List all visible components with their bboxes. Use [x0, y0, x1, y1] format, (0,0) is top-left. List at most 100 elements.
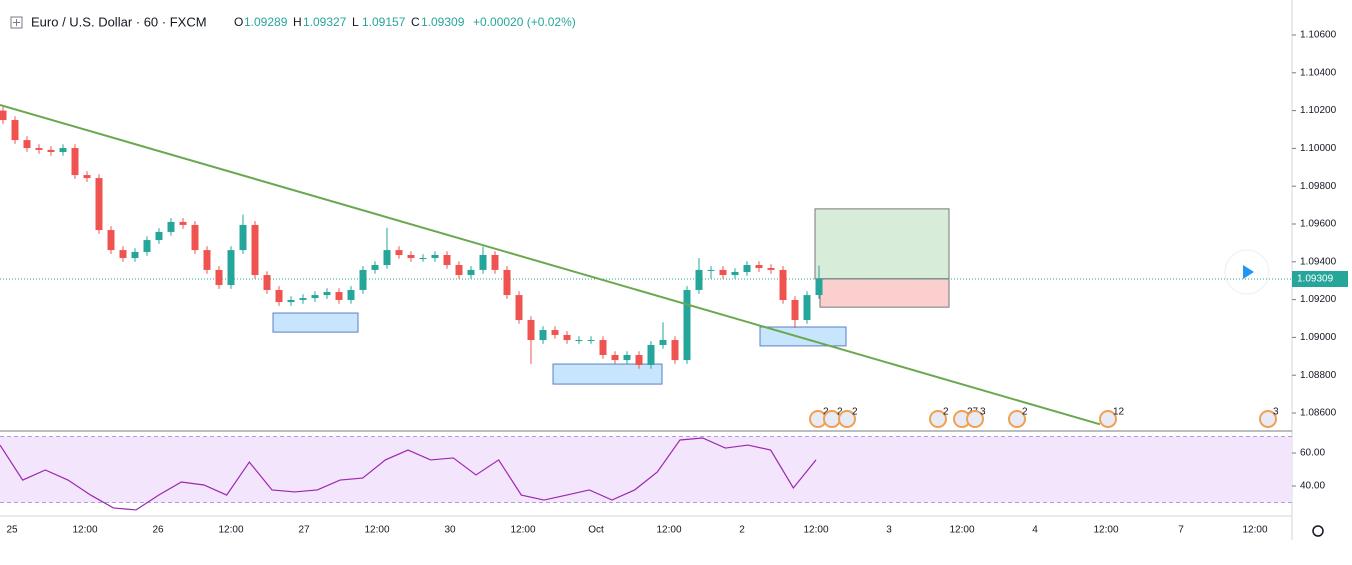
candle-body [515, 295, 523, 321]
time-label: 3 [886, 525, 892, 536]
time-label: 12:00 [1093, 525, 1118, 536]
candle-body [23, 140, 31, 149]
time-label: 12:00 [656, 525, 681, 536]
candle-body [659, 340, 667, 345]
candle-body [179, 221, 187, 225]
change: +0.00020 (+0.02%) [473, 15, 576, 29]
candle-body [719, 269, 727, 276]
time-label: 2 [739, 525, 745, 536]
candle-body [119, 250, 127, 259]
candle-body [671, 340, 679, 361]
candle-body [95, 178, 103, 231]
event-icon [1259, 410, 1277, 428]
time-label: 12:00 [72, 525, 97, 536]
time-label: 12:00 [803, 525, 828, 536]
candle-body [431, 254, 439, 259]
candle-body [455, 265, 463, 276]
candle-body [527, 320, 535, 341]
current-price-label: 1.09309 [1297, 274, 1334, 285]
price-tick-label: 1.09600 [1300, 219, 1337, 230]
time-label: 12:00 [949, 525, 974, 536]
rsi-line [0, 437, 817, 511]
candle-body [383, 250, 391, 266]
candle-body [287, 299, 295, 303]
candle-body [743, 265, 751, 273]
time-label: 12:00 [218, 525, 243, 536]
candle-body [611, 354, 619, 361]
time-label: Oct [588, 525, 604, 536]
candle-body [0, 110, 7, 121]
candle-body [479, 254, 487, 270]
candle-body [251, 224, 259, 276]
candle-body [707, 269, 715, 271]
candle-body [371, 265, 379, 270]
price-tick-label: 1.09200 [1300, 294, 1337, 305]
event-count: 3 [980, 407, 986, 418]
ohlc-label: H [293, 15, 302, 29]
event-icon [1008, 410, 1026, 428]
candle-body [203, 250, 211, 270]
candle-body [779, 269, 787, 300]
event-count: 2 [1022, 407, 1028, 418]
ohlc-label: C [411, 15, 420, 29]
time-label: 12:00 [1242, 525, 1267, 536]
candle-body [263, 275, 271, 290]
candle-body [323, 292, 331, 296]
price-tick-label: 1.08600 [1300, 408, 1337, 419]
event-count: 2 [852, 407, 858, 418]
time-label: 27 [298, 525, 310, 536]
price-tick-label: 1.09000 [1300, 332, 1337, 343]
candle-body [59, 148, 67, 152]
candle-body [47, 149, 55, 152]
event-count: 12 [1113, 407, 1125, 418]
candle-body [599, 340, 607, 355]
candle-body [347, 289, 355, 300]
candle-body [575, 340, 583, 342]
settings-icon[interactable] [1312, 525, 1324, 537]
candle-body [299, 298, 307, 300]
candle-body [587, 340, 595, 342]
trendline [0, 103, 1101, 426]
candle-body [635, 354, 643, 365]
expand-icon[interactable] [10, 16, 23, 29]
time-label: 26 [152, 525, 164, 536]
candle-body [695, 269, 703, 290]
candle-body [71, 148, 79, 176]
candle-body [311, 295, 319, 299]
candle-body [791, 299, 799, 321]
price-tick-label: 1.08800 [1300, 370, 1337, 381]
ohlc-value: 1.09309 [421, 15, 465, 29]
time-label: 30 [444, 525, 456, 536]
rsi-band [0, 436, 1292, 503]
candle-body [803, 295, 811, 321]
event-icon [1099, 410, 1117, 428]
candle-body [407, 254, 415, 259]
current-price-box [1292, 270, 1348, 287]
candle-body [83, 175, 91, 179]
candle-body [563, 334, 571, 341]
candle-body [143, 240, 151, 252]
rsi-tick-label: 60.00 [1300, 448, 1325, 459]
candle-body [239, 224, 247, 251]
candle-body [815, 278, 823, 296]
event-count: 2 [837, 407, 843, 418]
candle-body [359, 269, 367, 290]
candle-body [227, 250, 235, 286]
candle-body [335, 292, 343, 300]
candle-body [419, 258, 427, 260]
ohlc-value: 1.09289 [244, 15, 288, 29]
play-icon [1243, 265, 1254, 279]
time-label: 25 [6, 525, 18, 536]
event-icon [966, 410, 984, 428]
candle-body [551, 330, 559, 335]
candle-body [503, 269, 511, 296]
event-count: 2 [943, 407, 949, 418]
price-tick-label: 1.09400 [1300, 256, 1337, 267]
loss-zone [819, 278, 950, 308]
symbol-title: Euro / U.S. Dollar · 60 · FXCM [31, 14, 207, 29]
candle-body [731, 272, 739, 276]
candle-body [467, 269, 475, 276]
candle-body [767, 268, 775, 270]
